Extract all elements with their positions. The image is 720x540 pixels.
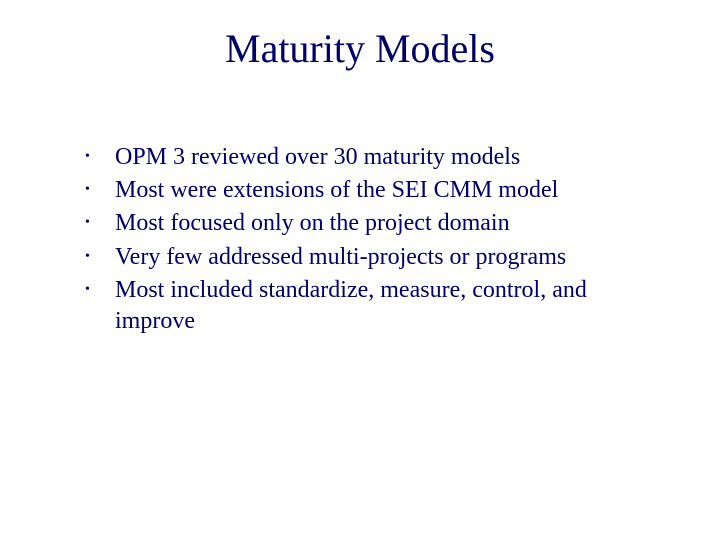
bullet-item: Most focused only on the project domain <box>85 208 670 239</box>
bullet-item: Very few addressed multi-projects or pro… <box>85 242 670 273</box>
bullet-item: Most included standardize, measure, cont… <box>85 275 670 337</box>
slide-title: Maturity Models <box>50 25 670 72</box>
bullet-item: Most were extensions of the SEI CMM mode… <box>85 175 670 206</box>
bullet-item: OPM 3 reviewed over 30 maturity models <box>85 142 670 173</box>
slide-container: Maturity Models OPM 3 reviewed over 30 m… <box>0 0 720 540</box>
bullet-list: OPM 3 reviewed over 30 maturity models M… <box>50 142 670 337</box>
